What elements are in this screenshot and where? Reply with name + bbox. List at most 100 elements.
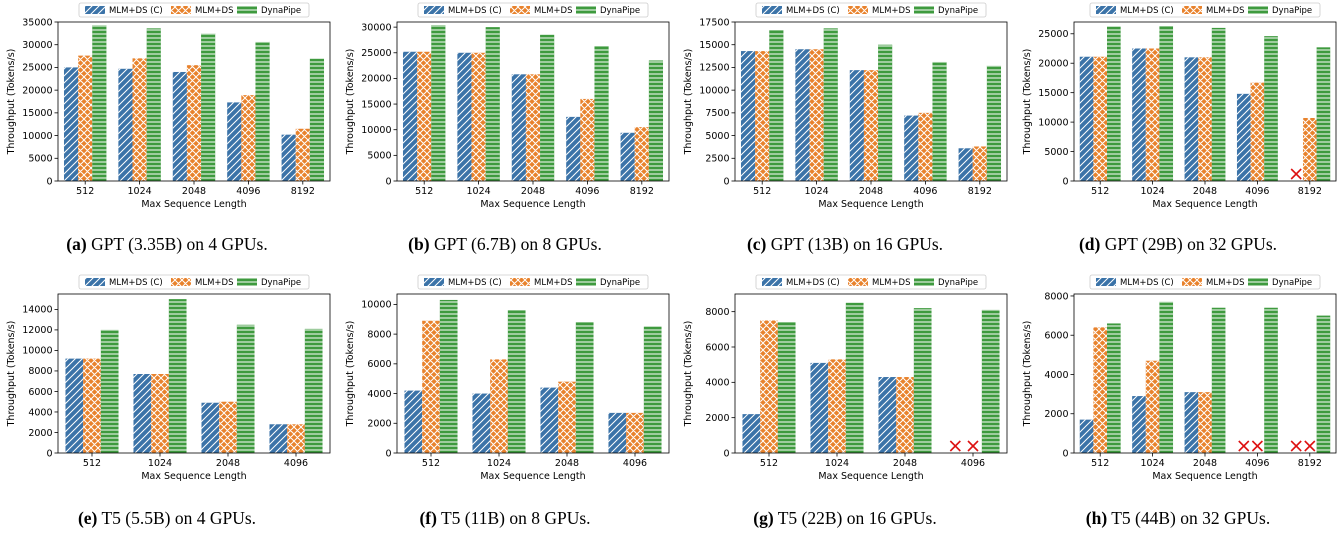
bar bbox=[471, 52, 486, 181]
y-tick-label: 35000 bbox=[22, 17, 52, 28]
x-tick-label: 512 bbox=[760, 458, 778, 469]
bar bbox=[769, 30, 784, 182]
bar bbox=[1107, 323, 1121, 453]
axes-frame bbox=[734, 293, 1008, 454]
legend-entry: MLM+DS (C) bbox=[786, 278, 840, 288]
bar bbox=[1093, 327, 1108, 453]
x-tick-label: 4096 bbox=[1245, 458, 1269, 469]
legend: MLM+DS (C) MLM+DS DynaPipe bbox=[78, 2, 310, 18]
legend-entry: DynaPipe bbox=[600, 278, 640, 288]
y-tick-label: 25000 bbox=[361, 48, 391, 59]
bar bbox=[287, 424, 305, 453]
panel-letter: (a) bbox=[66, 234, 87, 254]
y-tick-label: 7500 bbox=[705, 108, 729, 119]
legend-swatch-hatch bbox=[914, 278, 934, 286]
y-tick-label: 10000 bbox=[22, 131, 52, 142]
bar bbox=[540, 387, 559, 453]
x-tick-label: 4096 bbox=[236, 186, 260, 197]
bar bbox=[186, 65, 202, 181]
bar bbox=[404, 390, 423, 453]
legend-entry: MLM+DS bbox=[872, 6, 910, 16]
bar bbox=[580, 98, 595, 181]
legend-entry: MLM+DS (C) bbox=[1120, 278, 1174, 288]
x-tick-label: 1024 bbox=[487, 458, 511, 469]
y-tick-label: 5000 bbox=[705, 131, 729, 142]
bar bbox=[1264, 36, 1278, 182]
x-tick-label: 512 bbox=[415, 186, 433, 197]
bar bbox=[810, 362, 829, 453]
legend-entry: MLM+DS bbox=[534, 6, 572, 16]
bar bbox=[1198, 392, 1212, 453]
bar bbox=[1145, 360, 1160, 453]
chart-panel: MLM+DS (C) MLM+DS DynaPipe 0 2500 5000 7500 100… bbox=[683, 2, 1008, 254]
x-tick-label: 4096 bbox=[623, 458, 647, 469]
chart-panel: MLM+DS (C) MLM+DS DynaPipe 0 5000 10000 15000 2… bbox=[345, 2, 670, 254]
y-tick-label: 17500 bbox=[699, 17, 729, 28]
bar bbox=[904, 115, 919, 181]
x-tick-label: 2048 bbox=[182, 186, 206, 197]
legend-entry: MLM+DS (C) bbox=[448, 6, 502, 16]
legend-swatch-hatch bbox=[762, 6, 782, 14]
legend-swatch-hatch bbox=[85, 278, 105, 286]
bar bbox=[981, 309, 1000, 453]
x-tick-label: 2048 bbox=[521, 186, 545, 197]
bar bbox=[525, 74, 541, 181]
bar bbox=[83, 358, 101, 453]
legend-entry: DynaPipe bbox=[600, 6, 640, 16]
y-tick-label: 4000 bbox=[1044, 370, 1068, 381]
failure-mark bbox=[1290, 440, 1302, 452]
chart-panel: MLM+DS (C) MLM+DS DynaPipe 0 5000 10000 15000 2… bbox=[1022, 2, 1337, 254]
chart-panel: MLM+DS (C) MLM+DS DynaPipe 0 2000 4000 6000 800… bbox=[6, 274, 331, 528]
bar bbox=[1236, 93, 1251, 181]
panel-letter: (b) bbox=[408, 234, 430, 254]
bar bbox=[507, 310, 526, 453]
bar bbox=[823, 28, 838, 181]
y-tick-label: 2000 bbox=[1044, 409, 1068, 420]
bar bbox=[227, 102, 242, 181]
bar bbox=[295, 128, 310, 181]
legend-entry: MLM+DS (C) bbox=[1120, 6, 1174, 16]
x-tick-label: 512 bbox=[76, 186, 94, 197]
y-tick-label: 6000 bbox=[1044, 331, 1068, 342]
y-tick-label: 6000 bbox=[367, 359, 391, 370]
bar bbox=[896, 377, 914, 453]
legend: MLM+DS (C) MLM+DS DynaPipe bbox=[78, 274, 310, 290]
legend-entry: DynaPipe bbox=[938, 6, 978, 16]
y-axis-label: Throughput (Tokens/s) bbox=[6, 49, 17, 156]
y-axis-label: Throughput (Tokens/s) bbox=[683, 49, 694, 156]
bar bbox=[172, 71, 187, 181]
bar bbox=[402, 51, 418, 182]
y-tick-label: 12500 bbox=[699, 63, 729, 74]
bar bbox=[878, 44, 893, 181]
bar bbox=[472, 393, 491, 453]
legend-entry: MLM+DS (C) bbox=[109, 6, 163, 16]
bar bbox=[918, 112, 933, 181]
legend-entry: MLM+DS (C) bbox=[109, 278, 163, 288]
chart-panel: MLM+DS (C) MLM+DS DynaPipe 0 2000 4000 6000 800… bbox=[345, 274, 670, 528]
y-tick-label: 10000 bbox=[699, 85, 729, 96]
bar bbox=[201, 33, 216, 181]
y-tick-label: 4000 bbox=[705, 378, 729, 389]
legend: MLM+DS (C) MLM+DS DynaPipe bbox=[417, 274, 649, 290]
x-tick-label: 1024 bbox=[1141, 186, 1165, 197]
bar bbox=[417, 51, 432, 182]
legend-entry: DynaPipe bbox=[1272, 278, 1312, 288]
bar bbox=[1184, 57, 1199, 182]
y-tick-label: 5000 bbox=[1044, 147, 1068, 158]
y-tick-label: 4000 bbox=[367, 389, 391, 400]
bar bbox=[236, 324, 255, 453]
y-tick-label: 5000 bbox=[28, 154, 52, 165]
x-tick-label: 2048 bbox=[893, 458, 917, 469]
x-tick-label: 4096 bbox=[961, 458, 985, 469]
y-tick-label: 8000 bbox=[28, 366, 52, 377]
bar bbox=[304, 328, 323, 453]
y-axis-label: Throughput (Tokens/s) bbox=[345, 49, 356, 156]
bar bbox=[626, 412, 644, 453]
y-tick-label: 10000 bbox=[1038, 117, 1068, 128]
panel-caption-text: T5 (5.5B) on 4 GPUs. bbox=[97, 508, 256, 528]
panel-caption-text: GPT (6.7B) on 8 GPUs. bbox=[430, 234, 602, 254]
legend-swatch-hatch bbox=[510, 278, 530, 286]
bar bbox=[1316, 47, 1331, 182]
bar bbox=[241, 95, 256, 181]
bar bbox=[634, 127, 649, 181]
